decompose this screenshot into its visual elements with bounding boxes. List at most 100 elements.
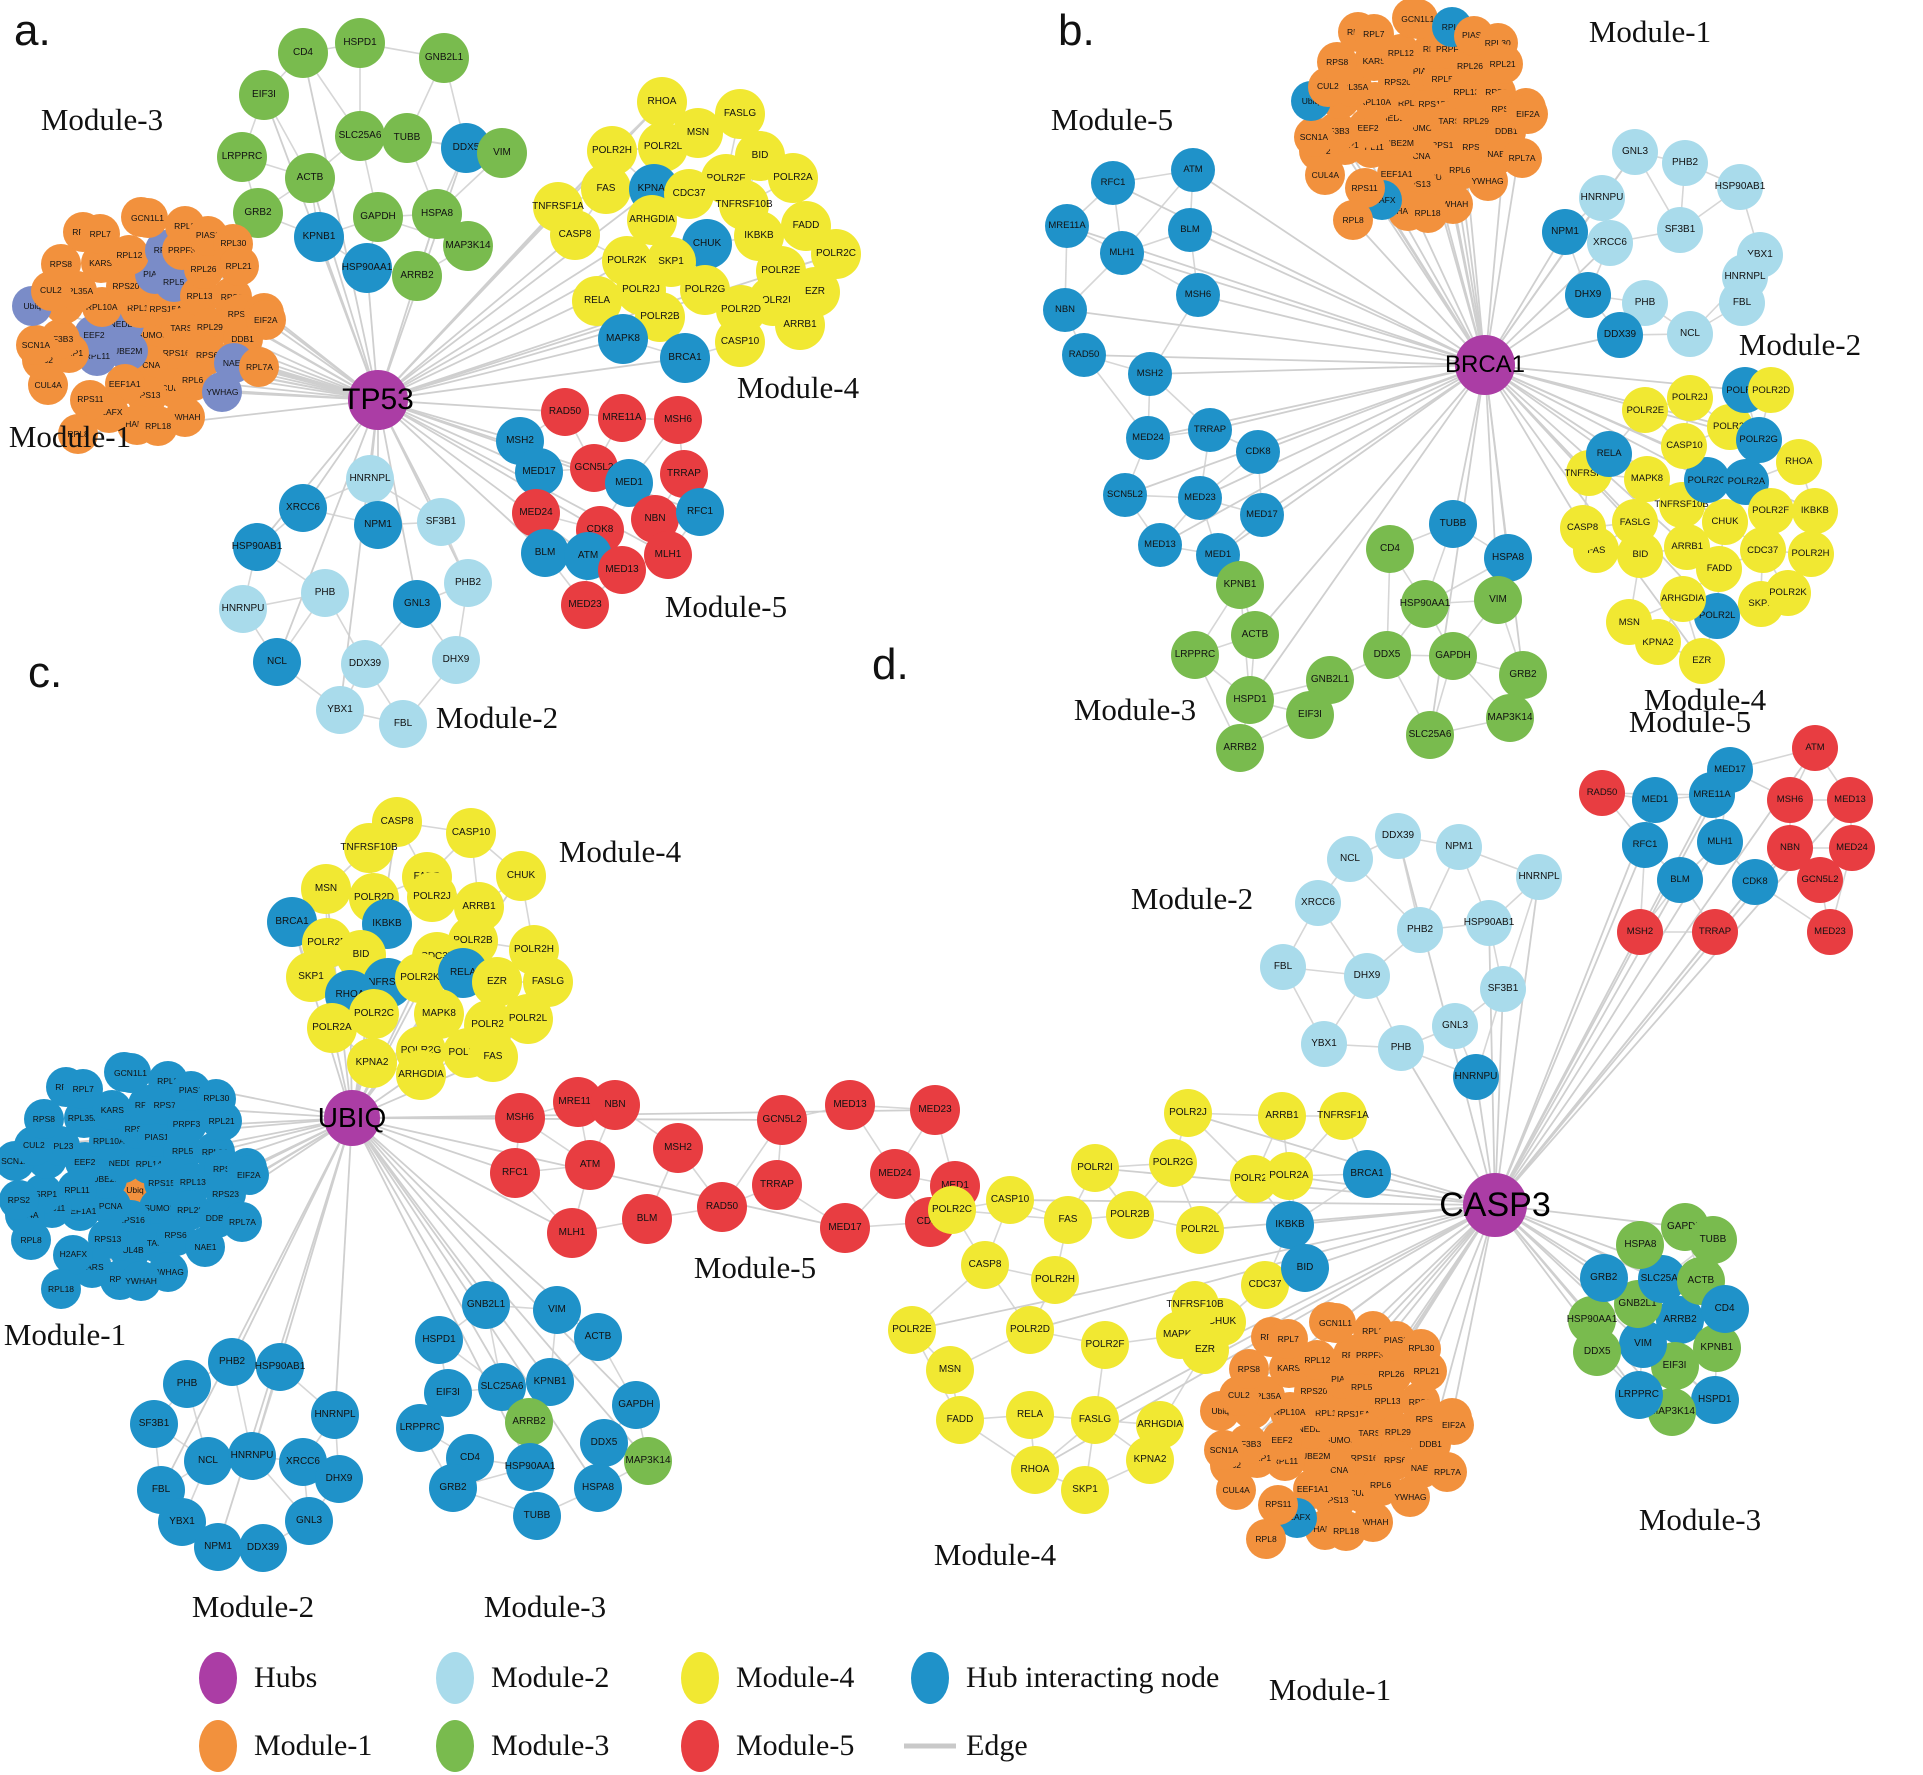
node-casp8[interactable]: CASP8 <box>1559 505 1606 552</box>
node-ybx1[interactable]: YBX1 <box>316 686 364 734</box>
node-polr2a[interactable]: POLR2A <box>768 153 818 203</box>
node-rfc1[interactable]: RFC1 <box>676 488 724 536</box>
node-med13[interactable]: MED13 <box>1827 777 1873 823</box>
node-faslg[interactable]: FASLG <box>1071 1396 1119 1444</box>
node-rps8[interactable]: RPS8 <box>1228 1349 1269 1390</box>
node-tubb[interactable]: TUBB <box>1429 500 1477 548</box>
node-gcn1l1[interactable]: GCN1L1 <box>110 1053 151 1094</box>
node-rpl18[interactable]: RPL18 <box>1407 192 1448 233</box>
node-faslg[interactable]: FASLG <box>1612 499 1658 546</box>
node-vim[interactable]: VIM <box>1474 576 1522 624</box>
node-blm[interactable]: BLM <box>521 529 569 577</box>
node-vim[interactable]: VIM <box>533 1286 581 1334</box>
node-rela[interactable]: RELA <box>1586 430 1633 477</box>
node-hsp90aa1[interactable]: HSP90AA1 <box>505 1443 555 1491</box>
node-msh6[interactable]: MSH6 <box>495 1093 545 1143</box>
node-npm1[interactable]: NPM1 <box>1436 824 1482 870</box>
node-blm[interactable]: BLM <box>1168 208 1212 252</box>
node-med13[interactable]: MED13 <box>1138 523 1182 567</box>
node-lrpprc[interactable]: LRPPRC <box>217 132 267 182</box>
node-phb[interactable]: PHB <box>301 569 349 617</box>
hub-node-casp3[interactable]: CASP3 <box>1439 1173 1551 1237</box>
node-actb[interactable]: ACTB <box>574 1313 622 1361</box>
node-kpna2[interactable]: KPNA2 <box>347 1038 397 1088</box>
node-scn1a[interactable]: SCN1A <box>1203 1429 1244 1470</box>
node-ikbkb[interactable]: IKBKB <box>1791 487 1838 534</box>
node-ncl[interactable]: NCL <box>253 638 301 686</box>
node-mlh1[interactable]: MLH1 <box>1100 231 1144 275</box>
node-polr2l[interactable]: POLR2L <box>638 122 688 172</box>
node-atm[interactable]: ATM <box>565 1140 615 1190</box>
node-mlh1[interactable]: MLH1 <box>644 531 692 579</box>
node-hspd1[interactable]: HSPD1 <box>1690 1376 1739 1425</box>
node-hspd1[interactable]: HSPD1 <box>335 18 385 68</box>
node-polr2f[interactable]: POLR2F <box>1081 1321 1129 1369</box>
node-ddx39[interactable]: DDX39 <box>341 640 389 688</box>
node-trrap[interactable]: TRRAP <box>1692 909 1738 955</box>
node-rps11[interactable]: RPS11 <box>1344 168 1385 209</box>
node-rpl8[interactable]: RPL8 <box>58 414 99 455</box>
node-lrpprc[interactable]: LRPPRC <box>396 1404 444 1452</box>
node-eif2a[interactable]: EIF2A <box>228 1154 269 1195</box>
node-faslg[interactable]: FASLG <box>715 89 765 139</box>
node-polr2e[interactable]: POLR2E <box>1622 387 1669 434</box>
node-rpl7[interactable]: RPL7 <box>63 1068 104 1109</box>
node-gcn1l1[interactable]: GCN1L1 <box>1397 0 1438 40</box>
node-cd4[interactable]: CD4 <box>1366 525 1414 573</box>
node-ywhag[interactable]: YWHAG <box>1390 1477 1431 1518</box>
node-rpl7[interactable]: RPL7 <box>80 213 121 254</box>
node-casp10[interactable]: CASP10 <box>715 317 765 367</box>
node-rpl21[interactable]: RPL21 <box>1482 43 1523 84</box>
node-dhx9[interactable]: DHX9 <box>315 1455 363 1503</box>
node-tnfrsf10b[interactable]: TNFRSF10B <box>340 823 398 873</box>
node-h2afx[interactable]: H2AFX <box>53 1234 94 1275</box>
node-gapdh[interactable]: GAPDH <box>1429 632 1477 680</box>
node-npm1[interactable]: NPM1 <box>194 1523 242 1571</box>
node-dhx9[interactable]: DHX9 <box>1565 272 1611 318</box>
node-actb[interactable]: ACTB <box>285 153 335 203</box>
node-arrb1[interactable]: ARRB1 <box>1664 523 1711 570</box>
node-ncl[interactable]: NCL <box>184 1437 232 1485</box>
node-ddx39[interactable]: DDX39 <box>1597 312 1643 358</box>
node-eif2a[interactable]: EIF2A <box>245 299 286 340</box>
hub-node-tp53[interactable]: TP53 <box>342 370 414 430</box>
node-ncl[interactable]: NCL <box>1327 836 1373 882</box>
node-map3k14[interactable]: MAP3K14 <box>1486 694 1534 742</box>
node-msh6[interactable]: MSH6 <box>1767 777 1813 823</box>
node-xrcc6[interactable]: XRCC6 <box>1295 880 1341 926</box>
node-slc25a6[interactable]: SLC25A6 <box>1406 711 1454 759</box>
node-gcn1l1[interactable]: GCN1L1 <box>1315 1303 1356 1344</box>
node-ddx39[interactable]: DDX39 <box>239 1524 287 1572</box>
node-mapk8[interactable]: MAPK8 <box>1623 456 1670 503</box>
node-arrb2[interactable]: ARRB2 <box>505 1398 553 1446</box>
node-cdk8[interactable]: CDK8 <box>1732 859 1778 905</box>
node-polr2k[interactable]: POLR2K <box>1764 569 1811 616</box>
node-polr2l[interactable]: POLR2L <box>1694 593 1741 640</box>
node-med23[interactable]: MED23 <box>910 1085 960 1135</box>
node-trrap[interactable]: TRRAP <box>1188 408 1232 452</box>
node-eif3i[interactable]: EIF3I <box>1286 691 1334 739</box>
node-gapdh[interactable]: GAPDH <box>612 1381 660 1429</box>
node-phb[interactable]: PHB <box>1378 1025 1424 1071</box>
node-msh2[interactable]: MSH2 <box>653 1123 703 1173</box>
node-mre11a[interactable]: MRE11A <box>1045 204 1089 248</box>
node-fbl[interactable]: FBL <box>379 700 427 748</box>
node-gcn1l1[interactable]: GCN1L1 <box>127 198 168 239</box>
node-actb[interactable]: ACTB <box>1231 611 1279 659</box>
node-ddx39[interactable]: DDX39 <box>1375 813 1421 859</box>
node-brca1[interactable]: BRCA1 <box>660 333 710 383</box>
node-med24[interactable]: MED24 <box>870 1149 920 1199</box>
node-casp8[interactable]: CASP8 <box>550 210 600 260</box>
node-dhx9[interactable]: DHX9 <box>432 636 480 684</box>
node-polr2j[interactable]: POLR2J <box>1164 1089 1212 1137</box>
node-chuk[interactable]: CHUK <box>1702 499 1748 545</box>
node-msh2[interactable]: MSH2 <box>1617 909 1663 955</box>
node-mapk8[interactable]: MAPK8 <box>598 314 648 364</box>
node-rpl7[interactable]: RPL7 <box>1353 13 1394 54</box>
node-hsp90aa1[interactable]: HSP90AA1 <box>342 243 392 293</box>
node-rps11[interactable]: RPS11 <box>1258 1484 1299 1525</box>
node-msh6[interactable]: MSH6 <box>1176 273 1220 317</box>
node-polr2e[interactable]: POLR2E <box>888 1306 936 1354</box>
node-hnrnpu[interactable]: HNRNPU <box>219 585 267 633</box>
node-gnb2l1[interactable]: GNB2L1 <box>419 33 469 83</box>
